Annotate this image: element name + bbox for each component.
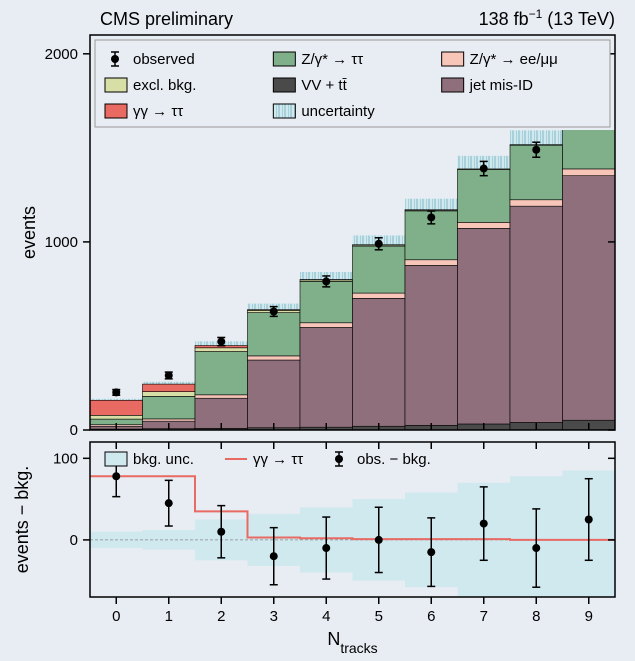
observed-point [427, 213, 435, 221]
legend-item-label: VV + tt̄ [301, 77, 347, 94]
bar-z_ee_mumu [458, 222, 511, 228]
bar-jet_misid [405, 265, 458, 425]
bar-z_ee_mumu [510, 200, 563, 206]
ylabel-top: events [19, 206, 39, 259]
bar-z_ee_mumu [195, 395, 248, 398]
ytick-bottom: 0 [70, 532, 78, 549]
bar-z_tautau [195, 352, 248, 395]
xtick: 9 [585, 608, 593, 625]
bar-jet_misid [300, 327, 353, 427]
legend-item-label: uncertainty [301, 103, 375, 120]
residual-point [112, 472, 120, 480]
legend-item-label: jet mis-ID [469, 77, 533, 94]
bar-z_tautau [300, 281, 353, 322]
ylabel-bottom: events − bkg. [12, 466, 32, 574]
residual-point [480, 520, 488, 528]
bar-jet_misid [563, 176, 616, 421]
xtick: 0 [112, 608, 120, 625]
bar-jet_misid [248, 360, 301, 428]
lumi-label: 138 fb−1 (13 TeV) [479, 7, 615, 29]
xtick: 3 [270, 608, 278, 625]
bar-z_ee_mumu [405, 260, 458, 266]
bar-jet_misid [353, 298, 406, 426]
observed-point [165, 371, 173, 379]
bar-z_ee_mumu [248, 356, 301, 360]
xtick: 4 [322, 608, 330, 625]
cms-label: CMS preliminary [100, 9, 233, 29]
legend-top: observed Z/γ* → ττ Z/γ* → ee/μμ excl. bkg. V… [95, 40, 610, 127]
residual-point [427, 548, 435, 556]
observed-point [322, 277, 330, 285]
bar-z_ee_mumu [143, 419, 196, 421]
residual-point [270, 552, 278, 560]
legend-bottom: bkg. unc. γγ → ττ obs. − bkg. [105, 451, 431, 468]
legend-bottom-label: γγ → ττ [253, 451, 303, 468]
bar-z_ee_mumu [563, 169, 616, 176]
legend-item-label: Z/γ* → ee/μμ [470, 51, 558, 68]
bar-z_tautau [353, 246, 406, 293]
legend-item-label: γγ → ττ [133, 103, 183, 120]
ytick-bottom: 100 [53, 450, 78, 467]
residual-point [165, 499, 173, 507]
residual-point [375, 536, 383, 544]
bar-jet_misid [510, 206, 563, 422]
bar-z_tautau [248, 313, 301, 356]
observed-point [480, 165, 488, 173]
bar-z_tautau [143, 396, 196, 419]
xtick: 5 [375, 608, 383, 625]
legend-bottom-label: bkg. unc. [133, 451, 194, 468]
xtick: 7 [480, 608, 488, 625]
bar-z_tautau [458, 170, 511, 223]
xtick: 8 [532, 608, 540, 625]
bar-excl_bkg [143, 392, 196, 397]
legend-bottom-label: obs. − bkg. [357, 451, 431, 468]
bottom-panel: bkg. unc. γγ → ττ obs. − bkg. 0 100 events − … [12, 442, 615, 656]
ytick-top: 2000 [45, 46, 78, 63]
bar-z_ee_mumu [300, 323, 353, 328]
xtick: 1 [165, 608, 173, 625]
observed-point [217, 338, 225, 346]
observed-point [375, 240, 383, 248]
xtick: 6 [427, 608, 435, 625]
bar-excl_bkg [90, 415, 143, 419]
bar-gg_tautau [90, 400, 143, 415]
legend-item-label: Z/γ* → ττ [301, 51, 363, 68]
ytick-top: 0 [70, 422, 78, 439]
observed-point [270, 308, 278, 316]
xlabel: Ntracks [327, 629, 377, 656]
observed-point [112, 388, 120, 396]
bar-gg_tautau [143, 384, 196, 392]
chart-figure: CMS preliminary138 fb−1 (13 TeV)01000200… [0, 0, 635, 661]
legend-item-label: excl. bkg. [133, 77, 196, 94]
ytick-top: 1000 [45, 234, 78, 251]
observed-point [532, 146, 540, 154]
residual-point [532, 544, 540, 552]
residual-point [217, 528, 225, 536]
residual-point [585, 516, 593, 524]
bar-jet_misid [458, 228, 511, 424]
bar-z_ee_mumu [353, 293, 406, 298]
xtick: 2 [217, 608, 225, 625]
residual-point [322, 544, 330, 552]
chart-svg: CMS preliminary138 fb−1 (13 TeV)01000200… [0, 0, 635, 661]
top-panel: 0 1000 2000 events observed Z/γ* → ττ Z/γ* → e… [19, 35, 615, 439]
legend-item-label: observed [133, 51, 195, 68]
bar-excl_bkg [195, 348, 248, 352]
